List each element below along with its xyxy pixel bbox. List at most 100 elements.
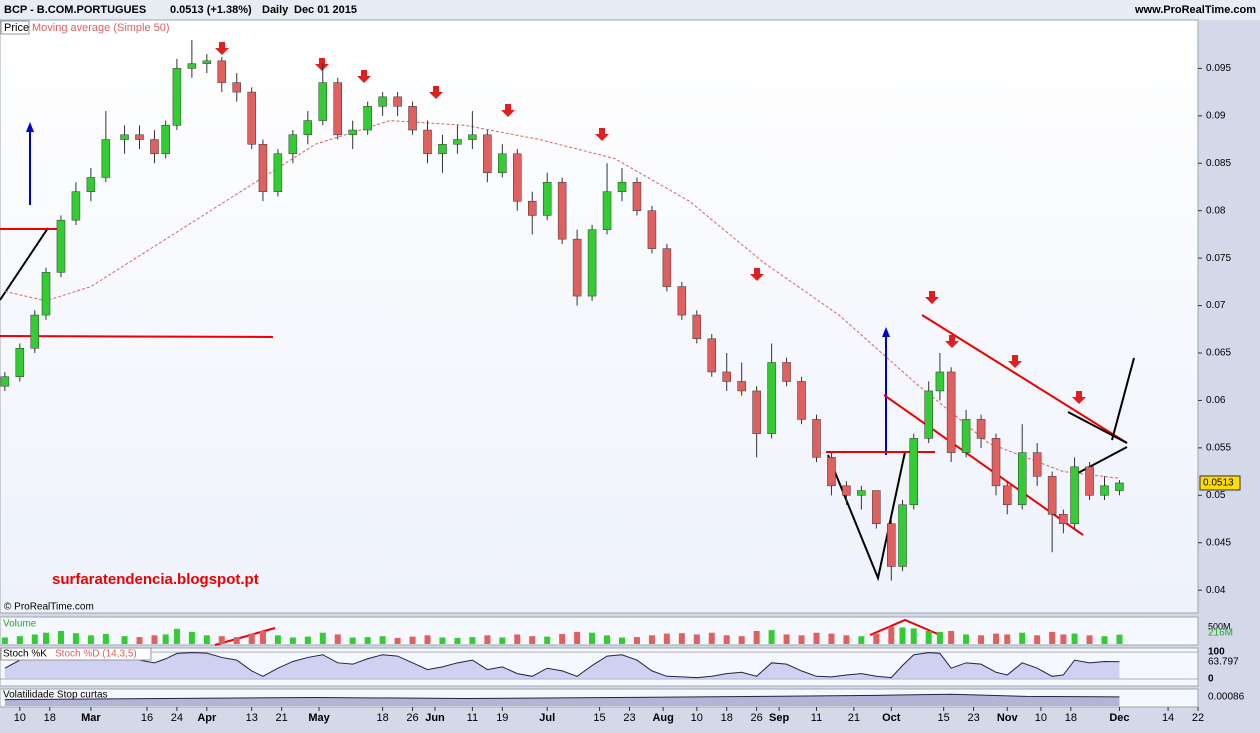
y-tick-label: 0.075	[1206, 253, 1231, 264]
candle-body	[498, 153, 507, 173]
volume-bar	[1060, 634, 1067, 644]
candle-body	[438, 144, 447, 155]
candle-body	[1070, 466, 1079, 525]
volume-bar	[798, 635, 805, 644]
volume-bar	[439, 637, 446, 644]
volume-bar	[993, 633, 1000, 644]
candle-body	[1047, 476, 1057, 515]
candle-body	[1085, 466, 1094, 496]
volume-bar	[499, 637, 506, 644]
stoch-k	[4, 652, 1120, 679]
period: Daily	[262, 4, 289, 16]
x-tick-label: Dec	[1109, 712, 1129, 724]
volume-bar	[87, 635, 94, 644]
volume-bar	[1, 637, 8, 644]
x-tick-label: Jul	[539, 712, 555, 724]
x-tick-label: 11	[811, 712, 822, 724]
volume-bar	[813, 632, 820, 644]
y-tick-label: 0.08	[1206, 205, 1226, 216]
x-tick-label: May	[308, 712, 330, 724]
candle-body	[677, 286, 687, 316]
volstop-area	[4, 694, 1120, 706]
volume-label: Volume	[3, 619, 37, 630]
y-tick-label: 0.055	[1206, 443, 1231, 454]
candle-body	[333, 82, 342, 136]
volume-bar	[173, 628, 180, 644]
y-tick-label: 0.07	[1206, 300, 1226, 311]
price-label: Price	[4, 22, 29, 34]
candle-body	[101, 139, 111, 178]
x-tick-label: 19	[496, 712, 508, 724]
candle-body	[161, 125, 170, 155]
stoch-level-label: 0	[1208, 674, 1214, 685]
volume-bar	[394, 637, 401, 644]
candle-body	[587, 229, 597, 297]
volume-bar	[233, 637, 240, 644]
volume-bar	[72, 633, 79, 644]
volume-bar	[574, 631, 581, 644]
volume-bar	[151, 635, 158, 644]
volume-bar	[619, 637, 626, 644]
volume-bar	[888, 626, 895, 644]
last-price-label: 0.0513	[1203, 478, 1234, 489]
candle-body	[557, 181, 567, 240]
volume-bar	[544, 636, 551, 644]
candle-body	[56, 219, 66, 273]
candle-body	[662, 248, 672, 287]
candle-body	[232, 82, 242, 93]
candle-body	[348, 129, 357, 136]
candle-body	[41, 272, 51, 316]
candle-body	[707, 338, 717, 373]
volume-bar	[162, 634, 169, 644]
date: Dec 01 2015	[294, 4, 357, 16]
candle-body	[602, 191, 612, 230]
candle-body	[692, 314, 702, 340]
candle-body	[288, 134, 298, 155]
candle-body	[363, 106, 372, 131]
candle-body	[527, 200, 537, 216]
last-change: 0.0513 (+1.38%)	[170, 4, 252, 16]
volume-bar	[948, 631, 955, 644]
x-tick-label: 21	[848, 712, 860, 724]
candle-body	[0, 376, 10, 387]
candle-body	[120, 134, 129, 140]
candle-body	[737, 381, 746, 392]
stoch-last: 63.797	[1208, 657, 1239, 668]
y-tick-label: 0.04	[1206, 585, 1226, 596]
volume-bar	[678, 633, 685, 644]
candle-body	[303, 120, 313, 136]
candle-body	[617, 181, 627, 192]
candle-body	[86, 177, 96, 192]
x-tick-label: 18	[377, 712, 389, 724]
x-tick-label: 18	[721, 712, 733, 724]
stoch-area	[4, 652, 1120, 679]
volume-bar	[319, 632, 326, 644]
candle-body	[135, 134, 144, 140]
volume-bar	[259, 631, 266, 644]
x-tick-label: 15	[938, 712, 950, 724]
volume-bar	[708, 632, 715, 644]
ma-label: Moving average (Simple 50)	[32, 22, 170, 34]
arrows	[215, 42, 1086, 404]
candle-body	[722, 371, 731, 382]
candle-body	[572, 238, 582, 297]
volume-bar	[1004, 634, 1011, 644]
volume-bar	[364, 637, 371, 644]
volume-bar	[102, 634, 109, 644]
title: BCP - B.COM.PORTUGUES	[4, 4, 146, 16]
copyright: © ProRealTime.com	[4, 602, 94, 613]
x-tick-label: 16	[141, 712, 153, 724]
candle-body	[423, 129, 432, 155]
x-tick-label: 14	[1162, 712, 1174, 724]
volume-bar	[409, 636, 416, 644]
volume-bar	[248, 633, 255, 644]
candle-body	[217, 60, 227, 83]
y-tick-label: 0.085	[1206, 158, 1231, 169]
candle-body	[946, 371, 956, 453]
x-tick-label: Apr	[197, 712, 217, 724]
x-tick-label: 24	[171, 712, 183, 724]
candle-body	[318, 82, 328, 121]
candle-body	[542, 181, 552, 216]
candle-body	[1017, 452, 1027, 506]
